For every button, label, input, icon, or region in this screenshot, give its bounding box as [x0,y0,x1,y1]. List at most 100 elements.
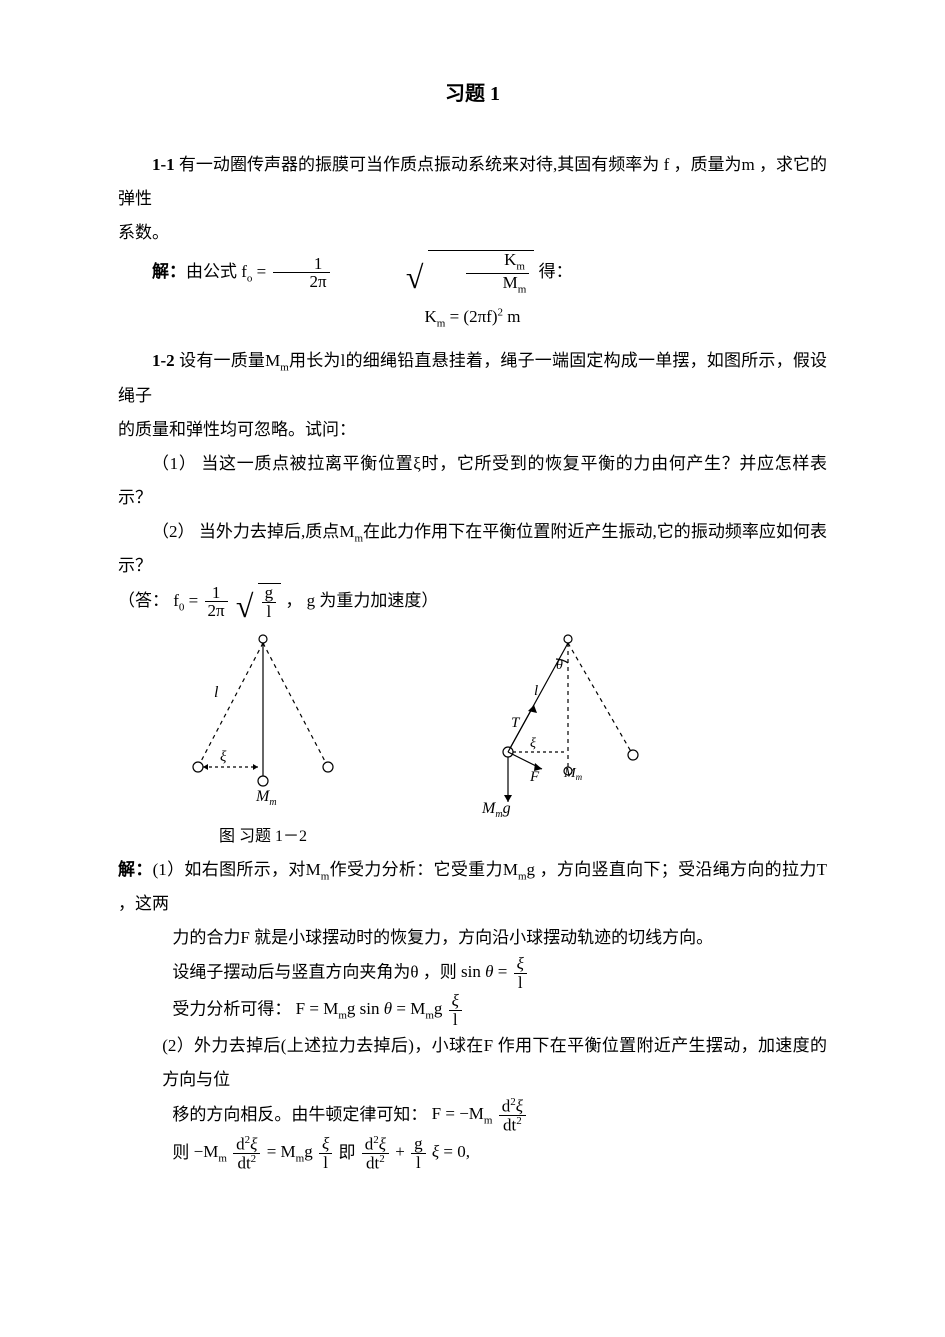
solution-2-part2-line2: 移的方向相反。由牛顿定律可知： F = −Mm d2ξ dt2 [118,1097,827,1135]
text: 设绳子摆动后与竖直方向夹角为 [172,962,410,981]
text: 即 [339,1142,360,1161]
text: 移的方向相反。由牛顿定律可知： [172,1104,427,1123]
problem-label: 1-2 [152,351,175,370]
denominator: l [514,973,527,992]
sin: sin [461,962,485,981]
label-xi: ξ [530,736,536,751]
figure-right: θ l T ξ F Mm Mmg [438,627,668,829]
fraction: g l [411,1135,426,1172]
sub-m: m [516,260,525,272]
figure-row: l ξ Mm 图 习题 1－2 [158,627,827,853]
text: ，这两 [118,894,169,913]
F: F [432,1104,441,1123]
g: g [304,1142,313,1161]
text: 设有一质量 [175,351,265,370]
m: m [503,307,520,326]
text: 则 [172,1142,193,1161]
numerator: d2ξ [362,1135,389,1154]
numerator: ξ [514,955,527,973]
sub-m: m [296,1153,305,1165]
page-title: 习题 1 [118,74,827,114]
sub-m: m [484,1115,493,1127]
numerator: d2ξ [233,1135,260,1154]
solution-label: 解： [152,262,186,281]
sub-m: m [518,283,527,295]
dt: dt [503,1116,516,1135]
denominator: l [262,602,277,621]
text: ，方向竖直向下；受沿绳方向的拉力 [535,860,817,879]
denominator: l [449,1010,462,1029]
neg: − [459,1104,469,1123]
text: 力的合力 [172,928,240,947]
text: ， g 为重力加速度） [285,591,438,610]
text: 有一动圈传声器的振膜可当作质点振动系统来对待,其固有频率为 [175,155,664,174]
equals: = [392,999,410,1018]
pendulum-right-svg: θ l T ξ F Mm Mmg [438,627,668,817]
M: M [339,522,354,541]
question-1: （1） 当这一质点被拉离平衡位置ξ时，它所受到的恢复平衡的力由何产生？并应怎样表… [118,447,827,515]
question-2: （2） 当外力去掉后,质点Mm在此力作用下在平衡位置附近产生振动,它的振动频率应… [118,515,827,583]
formula-f0: f0 = 1 2π √ g l [173,591,285,610]
g: g [434,999,443,1018]
equals-zero: = 0, [439,1142,470,1161]
label-l: l [534,683,538,699]
problem-label: 1-1 [152,155,175,174]
label-Mm: Mm [563,766,583,782]
text: (1）如右图所示，对 [153,860,306,879]
fraction: Km Mm [466,251,530,296]
solution-2-line3: 设绳子摆动后与竖直方向夹角为θ ，则 sin θ = ξ l [118,955,827,992]
plus: + [395,1142,409,1161]
denominator: dt2 [233,1153,260,1173]
sub-m: m [218,1153,227,1165]
label-xi: ξ [220,749,227,765]
K: K [504,250,516,269]
radical-sign: √ [372,266,424,288]
radicand: Km Mm [428,250,535,296]
text: （2） 当外力去掉后,质点 [152,522,339,541]
sub-m: m [425,1009,434,1021]
radicand: g l [258,583,282,621]
F: F [484,1036,493,1055]
solution-1: 解：由公式 fo = 1 2π √ Km Mm 得： [118,250,827,296]
figure-left: l ξ Mm 图 习题 1－2 [158,627,368,853]
radical-sign: √ [236,595,254,617]
neg: − [194,1142,204,1161]
text: 受力分析可得： [172,999,295,1018]
numerator: Km [466,251,530,273]
label-theta: θ [556,658,563,673]
numerator: g [411,1135,426,1153]
M: M [503,860,518,879]
equals: = [184,591,202,610]
fraction: d2ξ dt2 [499,1097,526,1135]
d: d [365,1134,374,1153]
T: T [817,860,827,879]
M: M [323,999,338,1018]
M: M [203,1142,218,1161]
problem-1-2-line2: 的质量和弹性均可忽略。试问： [118,413,827,447]
var-m: m [742,155,755,174]
denominator: l [319,1153,332,1172]
sin: sin [360,999,384,1018]
denominator: 2π [205,601,228,620]
formula-fo: fo = 1 2π √ Km Mm [241,262,538,281]
fraction: ξ l [449,992,462,1029]
theta: θ [485,962,493,981]
eq-final-2: d2ξ dt2 + g l ξ = 0, [360,1142,470,1161]
sup-2: 2 [379,1153,385,1165]
text: (2）外力去掉后(上述拉力去掉后)，小球在 [162,1036,483,1055]
F: F [240,928,249,947]
sub-m: m [280,362,289,374]
eq-newton: F = −Mm d2ξ dt2 [432,1104,528,1123]
label-F: F [529,769,540,785]
denominator: Mm [466,273,530,296]
M: M [503,273,518,292]
denominator: l [411,1153,426,1172]
fraction: 1 2π [205,584,228,621]
dt: dt [237,1154,250,1173]
M: M [306,860,321,879]
equation-result: Km = (2πf)2 m [118,300,827,334]
sup-2: 2 [251,1153,257,1165]
equals: = [305,999,323,1018]
sup-2: 2 [516,1115,522,1127]
dt: dt [366,1154,379,1173]
